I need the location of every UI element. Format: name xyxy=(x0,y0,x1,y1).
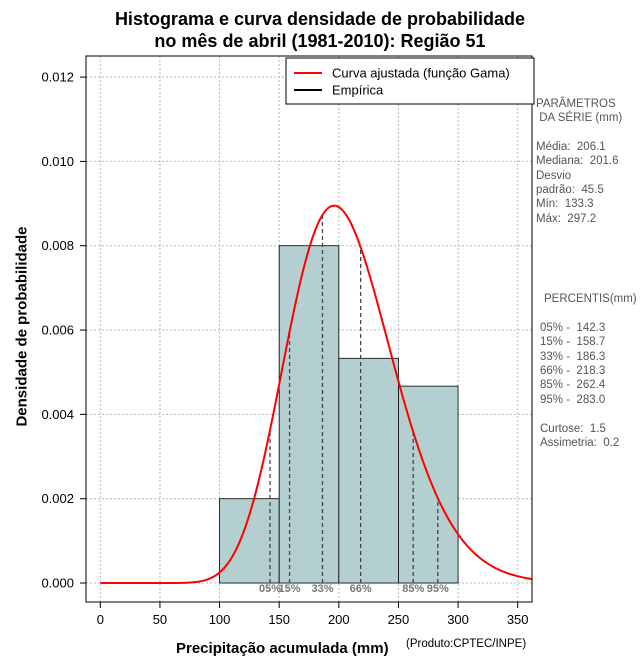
chart-subtitle: no mês de abril (1981-2010): Região 51 xyxy=(154,31,486,51)
histogram-bar xyxy=(278,245,340,584)
gamma-curve-layer xyxy=(100,204,532,585)
stat-max: Máx: 297.2 xyxy=(536,213,597,225)
percentil-15: 15% - 158.7 xyxy=(540,336,606,348)
legend-label: Empírica xyxy=(332,83,384,98)
product-credit: (Produto:CPTEC/INPE) xyxy=(406,638,527,650)
y-axis-label: Densidade de probabilidade xyxy=(13,226,31,427)
percentile-marks: 05%15% 33% 66% 85% 95% xyxy=(259,214,449,595)
legend-box xyxy=(285,57,535,105)
y-tick-label: 0.010 xyxy=(41,154,74,169)
percentile-label: 15% xyxy=(279,583,301,595)
y-tick-label: 0.004 xyxy=(41,407,74,422)
stat-curtose: Curtose: 1.5 xyxy=(540,423,606,435)
percentile-label: 95% xyxy=(427,583,449,595)
stat-mediana: Mediana: 201.6 xyxy=(536,155,619,167)
y-tick-label: 0.006 xyxy=(41,323,74,338)
legend-label: Curva ajustada (função Gama) xyxy=(332,66,510,81)
x-tick-label: 0 xyxy=(97,612,104,627)
parametros-title: PARÂMETROS xyxy=(536,98,616,110)
legend: Curva ajustada (função Gama) Empírica xyxy=(285,57,535,105)
y-tick-label: 0.000 xyxy=(41,576,74,591)
percentil-66: 66% - 218.3 xyxy=(540,365,606,377)
chart-title: Histograma e curva densidade de probabil… xyxy=(114,9,526,29)
percentil-95: 95% - 283.0 xyxy=(540,394,606,406)
percentile-label: 66% xyxy=(350,583,372,595)
x-tick-label: 100 xyxy=(209,612,231,627)
x-tick-label: 300 xyxy=(447,612,469,627)
percentis-title: PERCENTIS(mm) xyxy=(544,293,637,305)
percentil-85: 85% - 262.4 xyxy=(540,379,606,391)
stat-assimetria: Assimetria: 0.2 xyxy=(540,437,620,449)
x-tick-label: 350 xyxy=(507,612,529,627)
histogram-bar xyxy=(338,357,399,584)
x-axis-label: Precipitação acumulada (mm) xyxy=(176,640,389,657)
percentile-label: 05% xyxy=(259,583,281,595)
x-tick-label: 200 xyxy=(328,612,350,627)
x-tick-label: 150 xyxy=(268,612,290,627)
parametros-title-2: DA SÉRIE (mm) xyxy=(536,112,623,124)
axes: 0 50 100 150 200 250 300 350 0.000 0.002 0.004 0.00… xyxy=(41,55,533,627)
percentil-05: 05% - 142.3 xyxy=(540,322,606,334)
y-tick-label: 0.002 xyxy=(41,491,74,506)
histogram-bar xyxy=(398,385,459,584)
percentile-label: 85% xyxy=(402,583,424,595)
x-tick-label: 250 xyxy=(388,612,410,627)
stat-desvio-padrao: padrão: 45.5 xyxy=(536,184,604,196)
y-tick-label: 0.008 xyxy=(41,238,74,253)
percentil-33: 33% - 186.3 xyxy=(540,351,606,363)
stat-min: Mín: 133.3 xyxy=(536,198,594,210)
stat-media: Média: 206.1 xyxy=(536,141,606,153)
percentile-label: 33% xyxy=(311,583,333,595)
stat-desvio: Desvio xyxy=(536,170,572,182)
gamma-curve xyxy=(100,204,532,585)
y-tick-label: 0.012 xyxy=(41,70,74,85)
x-tick-label: 50 xyxy=(153,612,167,627)
